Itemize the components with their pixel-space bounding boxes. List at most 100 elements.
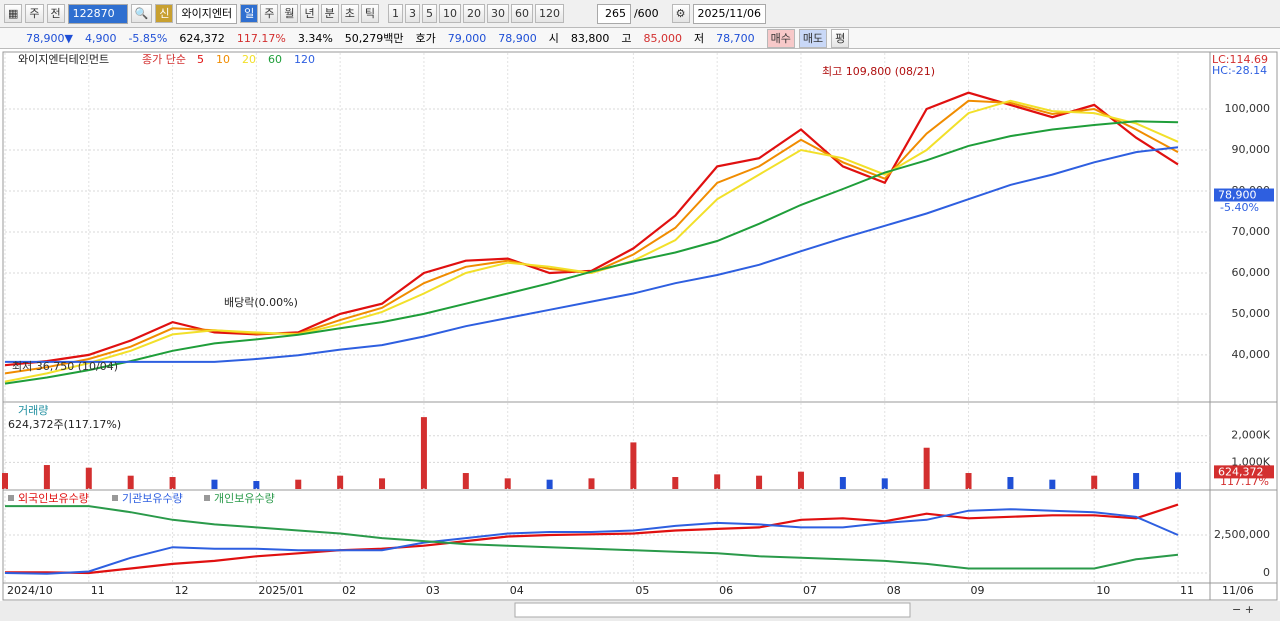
low: 78,700 <box>716 31 755 45</box>
volume-bar <box>253 481 260 489</box>
series-line <box>4 99 1179 383</box>
volume-bar <box>965 473 972 489</box>
legend-entry: 20 <box>242 53 256 66</box>
high-note: 최고 109,800 (08/21) <box>822 65 935 78</box>
series-line <box>5 503 1179 575</box>
tool[interactable]: ⚙ <box>671 4 690 23</box>
x-tick-label: 11 <box>1180 584 1194 597</box>
legend-entry: 5 <box>197 53 204 66</box>
icon[interactable]: ▦ <box>4 4 23 23</box>
panel-title: 거래량 <box>18 404 48 417</box>
interval-button[interactable]: 틱 <box>360 4 379 23</box>
y-tick-label: 2,500,000 <box>1214 528 1270 541</box>
high-label: 고 <box>621 32 632 45</box>
count-max: /600 <box>633 7 659 20</box>
open: 83,800 <box>570 31 610 45</box>
ask-label: 호가 <box>415 32 436 45</box>
info-bar: 78,900▼ 4,900 -5.85% 624,372 117.17% 3.3… <box>0 28 1280 49</box>
x-tick-label: 09 <box>971 584 985 597</box>
x-tick-label: 03 <box>426 584 440 597</box>
volume-bar <box>672 477 679 489</box>
current-label: 78,900 <box>1218 189 1257 202</box>
y-tick-label: 2,000K <box>1231 429 1270 442</box>
volume: 624,372 <box>179 31 225 45</box>
volume-bar <box>881 478 888 489</box>
y-tick-label: 70,000 <box>1232 225 1271 238</box>
volume-bar <box>2 473 8 489</box>
range-button[interactable]: 3 <box>404 4 420 23</box>
volume-bar <box>797 471 804 489</box>
volume-bar <box>1091 475 1098 489</box>
bid: 78,900 <box>498 31 537 45</box>
eval[interactable]: 평 <box>831 28 850 48</box>
date[interactable]: 2025/11/06 <box>692 3 766 24</box>
range-button[interactable]: 120 <box>534 4 564 23</box>
buy[interactable]: 매수 <box>766 28 795 48</box>
interval-button[interactable]: 년 <box>300 4 319 23</box>
volume-bar <box>337 475 344 489</box>
y-tick-label: 50,000 <box>1232 307 1271 320</box>
chart: − + 40,00050,00060,00070,00080,00090,000… <box>0 51 1280 621</box>
current-label: 624,372 <box>1218 465 1264 478</box>
series-line <box>4 508 1179 575</box>
prev[interactable]: 전 <box>46 4 65 23</box>
volume-bar <box>420 417 427 489</box>
interval-button[interactable]: 분 <box>320 4 339 23</box>
volume-bar <box>504 478 511 489</box>
range-button[interactable]: 30 <box>486 4 509 23</box>
x-tick-label: 02 <box>342 584 356 597</box>
range-button[interactable]: 10 <box>438 4 461 23</box>
turnover: 3.34% <box>297 31 333 45</box>
legend-swatch <box>204 495 210 501</box>
x-tick-label: 11 <box>91 584 105 597</box>
interval-button[interactable]: 주 <box>260 4 279 23</box>
range-button[interactable]: 60 <box>510 4 533 23</box>
interval-button[interactable]: 일 <box>240 4 259 23</box>
panel-title: 와이지엔터테인먼트 <box>18 53 109 66</box>
ranges: 1 3 5 10 20 30 60 120 <box>387 4 564 23</box>
y-tick-label: 40,000 <box>1232 348 1271 361</box>
stock-name: 와이지엔터 <box>176 3 238 24</box>
x-tick-label: 10 <box>1096 584 1110 597</box>
interval-button[interactable]: 초 <box>340 4 359 23</box>
current-tag <box>1214 188 1274 202</box>
search[interactable]: 🔍 <box>130 4 153 23</box>
range-button[interactable]: 20 <box>462 4 485 23</box>
range-button[interactable]: 5 <box>421 4 437 23</box>
count[interactable]: 265 <box>596 3 631 24</box>
x-tick-label: 07 <box>803 584 817 597</box>
scroll-thumb[interactable] <box>514 602 911 618</box>
y-tick-label: 90,000 <box>1232 143 1271 156</box>
period[interactable]: 주 <box>25 4 44 23</box>
code-input[interactable]: 122870 <box>67 3 128 24</box>
volume-bar <box>588 478 595 489</box>
change: 4,900 <box>84 31 117 45</box>
legend-swatch <box>112 495 118 501</box>
dividend-note: 배당락(0.00%) <box>224 296 298 309</box>
ratio-label: 117.17% <box>1220 475 1269 488</box>
legend-prefix: 종가 단순 <box>142 53 186 66</box>
ask: 79,000 <box>447 31 487 45</box>
x-end-label: 11/06 <box>1222 584 1254 597</box>
volume-bar <box>714 474 721 489</box>
series-line <box>4 120 1179 385</box>
panel-subtitle: 624,372주(117.17%) <box>8 418 121 431</box>
low-note: 최저 36,750 (10/04) <box>12 360 118 373</box>
sell[interactable]: 매도 <box>798 28 828 48</box>
new-badge[interactable]: 신 <box>155 4 174 23</box>
range-button[interactable]: 1 <box>387 4 403 23</box>
amount: 50,279백만 <box>344 32 404 45</box>
volume-bar <box>295 479 302 489</box>
low-label: 저 <box>694 32 705 45</box>
volume-bar <box>85 467 92 489</box>
x-tick-label: 06 <box>719 584 733 597</box>
series-line <box>5 505 1179 570</box>
interval-button[interactable]: 월 <box>280 4 299 23</box>
volume-bar <box>923 447 930 489</box>
volume-bar <box>839 477 846 489</box>
change-label: -5.40% <box>1220 201 1259 214</box>
x-tick-label: 04 <box>510 584 524 597</box>
volume-bar <box>1133 473 1140 489</box>
zoom-controls[interactable]: − + <box>1232 603 1254 616</box>
